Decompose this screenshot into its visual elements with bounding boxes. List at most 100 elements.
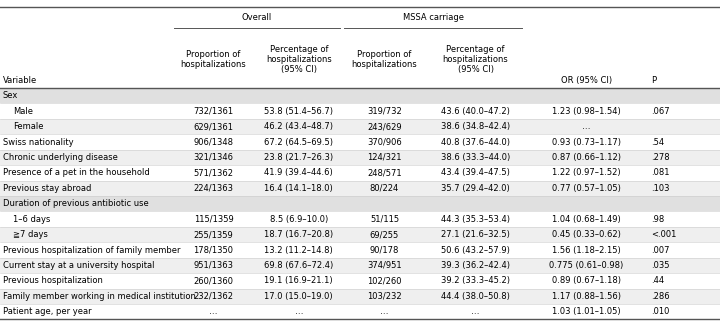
Text: 17.0 (15.0–19.0): 17.0 (15.0–19.0) xyxy=(264,292,333,301)
Bar xyxy=(0,273,720,289)
Text: .067: .067 xyxy=(651,107,670,116)
Text: Patient age, per year: Patient age, per year xyxy=(3,307,91,316)
Bar xyxy=(0,181,720,196)
Text: Sex: Sex xyxy=(3,91,18,100)
Text: 51/115: 51/115 xyxy=(370,215,399,224)
Text: 255/1359: 255/1359 xyxy=(194,230,233,239)
Text: 321/1346: 321/1346 xyxy=(194,153,233,162)
Text: .286: .286 xyxy=(651,292,670,301)
Text: Male: Male xyxy=(13,107,33,116)
Text: Percentage of
hospitalizations
(95% CI): Percentage of hospitalizations (95% CI) xyxy=(443,45,508,74)
Text: Previous stay abroad: Previous stay abroad xyxy=(3,184,91,193)
Text: 0.45 (0.33–0.62): 0.45 (0.33–0.62) xyxy=(552,230,621,239)
Text: 0.89 (0.67–1.18): 0.89 (0.67–1.18) xyxy=(552,276,621,285)
Text: 906/1348: 906/1348 xyxy=(194,138,233,146)
Text: 0.87 (0.66–1.12): 0.87 (0.66–1.12) xyxy=(552,153,621,162)
Text: …: … xyxy=(294,307,303,316)
Text: 124/321: 124/321 xyxy=(367,153,402,162)
Text: Previous hospitalization of family member: Previous hospitalization of family membe… xyxy=(3,245,181,255)
Text: 1.23 (0.98–1.54): 1.23 (0.98–1.54) xyxy=(552,107,621,116)
Text: .103: .103 xyxy=(651,184,670,193)
Text: 1.56 (1.18–2.15): 1.56 (1.18–2.15) xyxy=(552,245,621,255)
Text: 38.6 (33.3–44.0): 38.6 (33.3–44.0) xyxy=(441,153,510,162)
Text: 67.2 (64.5–69.5): 67.2 (64.5–69.5) xyxy=(264,138,333,146)
Text: Presence of a pet in the household: Presence of a pet in the household xyxy=(3,169,150,177)
Text: 38.6 (34.8–42.4): 38.6 (34.8–42.4) xyxy=(441,122,510,131)
Bar xyxy=(0,165,720,181)
Text: 69/255: 69/255 xyxy=(370,230,399,239)
Text: P: P xyxy=(651,76,656,85)
Text: .54: .54 xyxy=(651,138,664,146)
Text: Proportion of
hospitalizations: Proportion of hospitalizations xyxy=(351,50,418,69)
Text: .081: .081 xyxy=(651,169,670,177)
Text: 44.4 (38.0–50.8): 44.4 (38.0–50.8) xyxy=(441,292,510,301)
Text: 35.7 (29.4–42.0): 35.7 (29.4–42.0) xyxy=(441,184,510,193)
Text: 732/1361: 732/1361 xyxy=(194,107,233,116)
Text: 16.4 (14.1–18.0): 16.4 (14.1–18.0) xyxy=(264,184,333,193)
Text: .44: .44 xyxy=(651,276,664,285)
Text: Overall: Overall xyxy=(241,13,272,22)
Bar xyxy=(0,196,720,212)
Text: 80/224: 80/224 xyxy=(370,184,399,193)
Text: 69.8 (67.6–72.4): 69.8 (67.6–72.4) xyxy=(264,261,333,270)
Text: 40.8 (37.6–44.0): 40.8 (37.6–44.0) xyxy=(441,138,510,146)
Text: Family member working in medical institution: Family member working in medical institu… xyxy=(3,292,196,301)
Bar xyxy=(0,119,720,134)
Text: …: … xyxy=(472,307,480,316)
Text: 19.1 (16.9–21.1): 19.1 (16.9–21.1) xyxy=(264,276,333,285)
Text: .010: .010 xyxy=(651,307,670,316)
Bar xyxy=(0,304,720,319)
Text: Variable: Variable xyxy=(3,76,37,85)
Text: Chronic underlying disease: Chronic underlying disease xyxy=(3,153,118,162)
Text: 18.7 (16.7–20.8): 18.7 (16.7–20.8) xyxy=(264,230,333,239)
Text: 571/1362: 571/1362 xyxy=(194,169,233,177)
Text: Swiss nationality: Swiss nationality xyxy=(3,138,73,146)
Text: 951/1363: 951/1363 xyxy=(194,261,233,270)
Text: 0.775 (0.61–0.98): 0.775 (0.61–0.98) xyxy=(549,261,624,270)
Text: 50.6 (43.2–57.9): 50.6 (43.2–57.9) xyxy=(441,245,510,255)
Text: 1.22 (0.97–1.52): 1.22 (0.97–1.52) xyxy=(552,169,621,177)
Text: 39.3 (36.2–42.4): 39.3 (36.2–42.4) xyxy=(441,261,510,270)
Text: 0.77 (0.57–1.05): 0.77 (0.57–1.05) xyxy=(552,184,621,193)
Text: 1.03 (1.01–1.05): 1.03 (1.01–1.05) xyxy=(552,307,621,316)
Bar xyxy=(0,150,720,165)
Text: .007: .007 xyxy=(651,245,670,255)
Bar xyxy=(0,242,720,258)
Text: 374/951: 374/951 xyxy=(367,261,402,270)
Text: 178/1350: 178/1350 xyxy=(194,245,233,255)
Text: Current stay at a university hospital: Current stay at a university hospital xyxy=(3,261,154,270)
Text: 0.93 (0.73–1.17): 0.93 (0.73–1.17) xyxy=(552,138,621,146)
Text: 232/1362: 232/1362 xyxy=(194,292,233,301)
Text: Proportion of
hospitalizations: Proportion of hospitalizations xyxy=(181,50,246,69)
Text: 44.3 (35.3–53.4): 44.3 (35.3–53.4) xyxy=(441,215,510,224)
Text: 319/732: 319/732 xyxy=(367,107,402,116)
Text: MSSA carriage: MSSA carriage xyxy=(402,13,464,22)
Bar xyxy=(0,103,720,119)
Text: .035: .035 xyxy=(651,261,670,270)
Text: …: … xyxy=(380,307,389,316)
Text: 41.9 (39.4–44.6): 41.9 (39.4–44.6) xyxy=(264,169,333,177)
Text: 39.2 (33.3–45.2): 39.2 (33.3–45.2) xyxy=(441,276,510,285)
Text: 1.17 (0.88–1.56): 1.17 (0.88–1.56) xyxy=(552,292,621,301)
Text: Previous hospitalization: Previous hospitalization xyxy=(3,276,103,285)
Text: …: … xyxy=(582,122,590,131)
Text: 13.2 (11.2–14.8): 13.2 (11.2–14.8) xyxy=(264,245,333,255)
Text: 8.5 (6.9–10.0): 8.5 (6.9–10.0) xyxy=(270,215,328,224)
Text: ≧7 days: ≧7 days xyxy=(13,230,48,239)
Bar xyxy=(0,258,720,273)
Text: 90/178: 90/178 xyxy=(370,245,399,255)
Text: 23.8 (21.7–26.3): 23.8 (21.7–26.3) xyxy=(264,153,333,162)
Text: .278: .278 xyxy=(651,153,670,162)
Text: <.001: <.001 xyxy=(651,230,676,239)
Text: 1.04 (0.68–1.49): 1.04 (0.68–1.49) xyxy=(552,215,621,224)
Text: 115/1359: 115/1359 xyxy=(194,215,233,224)
Text: 43.4 (39.4–47.5): 43.4 (39.4–47.5) xyxy=(441,169,510,177)
Text: Female: Female xyxy=(13,122,43,131)
Text: 53.8 (51.4–56.7): 53.8 (51.4–56.7) xyxy=(264,107,333,116)
Bar xyxy=(0,88,720,103)
Text: Duration of previous antibiotic use: Duration of previous antibiotic use xyxy=(3,199,148,208)
Text: 43.6 (40.0–47.2): 43.6 (40.0–47.2) xyxy=(441,107,510,116)
Text: 629/1361: 629/1361 xyxy=(194,122,233,131)
Bar xyxy=(0,227,720,242)
Text: 103/232: 103/232 xyxy=(367,292,402,301)
